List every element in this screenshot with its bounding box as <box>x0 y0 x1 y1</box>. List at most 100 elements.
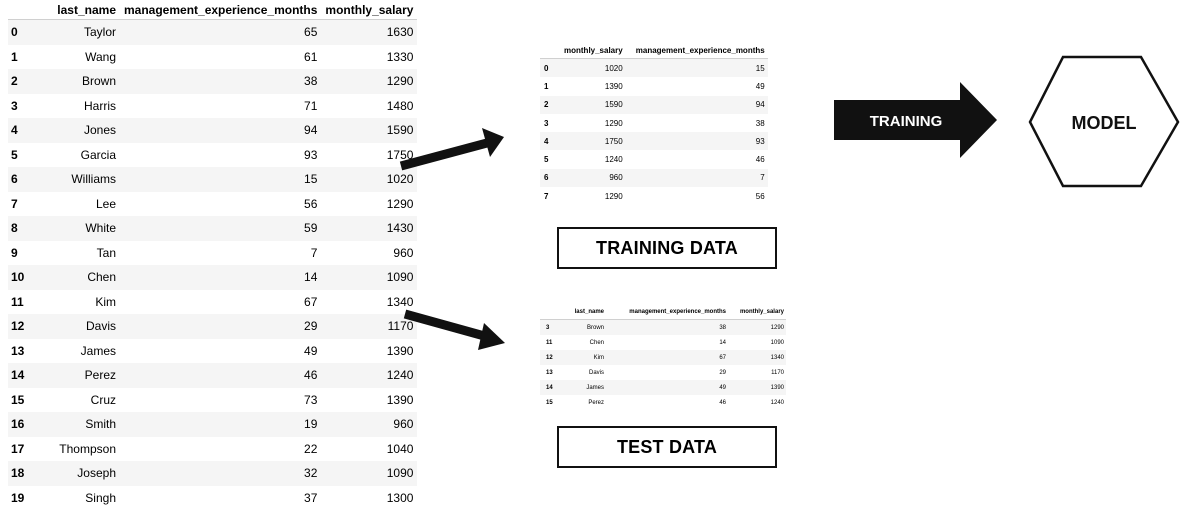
source-table-row: 18 Joseph 32 1090 <box>8 461 418 486</box>
source-table-row: 19 Singh 37 1300 <box>8 486 417 511</box>
source-table-index-cell: 8 <box>11 221 18 236</box>
source-table-cell: 7 <box>310 245 318 260</box>
source-table-index-cell: 15 <box>11 392 25 407</box>
source-table-cell: 1290 <box>386 196 414 211</box>
source-table-cell: Jones <box>83 123 116 138</box>
source-table-cell: 1020 <box>386 172 414 187</box>
source-table-row: 2 Brown 38 1290 <box>8 69 418 94</box>
training-table-cell: 1240 <box>604 155 623 165</box>
source-table-cell: 1340 <box>386 294 414 309</box>
training-table-index-cell: 1 <box>544 81 549 91</box>
test-table-cell: 1340 <box>770 354 784 361</box>
source-table-header-cell: monthly_salary <box>321 0 418 20</box>
source-table-index-cell: 18 <box>11 466 25 481</box>
source-table-index-cell: 10 <box>11 270 25 285</box>
training-table-cell: 56 <box>755 191 765 201</box>
source-table-cell: 37 <box>304 490 318 505</box>
source-table-cell: 46 <box>304 368 318 383</box>
test-table-row: 12 Kim 67 1340 <box>540 350 786 365</box>
test-table-header-cell: management_experience_months <box>606 305 728 320</box>
test-table-row: 15 Perez 46 1240 <box>540 395 786 410</box>
source-table-cell: 1590 <box>386 123 414 138</box>
source-table-row: 5 Garcia 93 1750 <box>8 143 417 168</box>
source-table-cell: Thompson <box>59 441 116 456</box>
training-table-cell: 7 <box>760 173 765 183</box>
source-table-cell: Singh <box>85 490 116 505</box>
source-table-cell: Wang <box>85 49 116 64</box>
test-table-cell: James <box>586 384 604 391</box>
test-data-label: TEST DATA <box>557 426 777 468</box>
test-table-header-cell: monthly_salary <box>728 305 786 320</box>
test-table-cell: 49 <box>719 384 726 391</box>
source-table-index-cell: 13 <box>11 343 25 358</box>
test-table-cell: 67 <box>719 354 726 361</box>
source-table-cell: 1240 <box>386 368 414 383</box>
training-table-cell: 1020 <box>604 63 623 73</box>
test-table-row: 14 James 49 1390 <box>540 380 786 395</box>
source-table-cell: Smith <box>85 417 116 432</box>
source-table-cell: 71 <box>304 98 318 113</box>
test-table-cell: 1170 <box>771 369 784 376</box>
test-table-cell: 1290 <box>770 324 784 331</box>
source-table-cell: 1090 <box>386 270 414 285</box>
source-table-index-cell: 1 <box>11 49 18 64</box>
source-table-cell: 93 <box>304 147 318 162</box>
test-table-index-cell: 15 <box>546 399 553 406</box>
training-table-row: 0 1020 15 <box>540 58 768 78</box>
training-table-cell: 94 <box>755 100 765 110</box>
source-table-cell: Kim <box>95 294 116 309</box>
source-table-index-cell: 4 <box>11 123 18 138</box>
source-table-cell: 1750 <box>386 147 414 162</box>
training-table-cell: 1290 <box>604 191 623 201</box>
test-table-header-cell: last_name <box>564 305 606 320</box>
training-table-row: 7 1290 56 <box>540 187 768 205</box>
source-table-cell: 32 <box>304 466 318 481</box>
training-table-row: 6 960 7 <box>540 168 768 188</box>
source-table-index-cell: 3 <box>11 98 18 113</box>
training-table-row: 1 1390 49 <box>540 77 768 95</box>
source-table-row: 17 Thompson 22 1040 <box>8 437 417 462</box>
source-table-index-cell: 14 <box>11 368 25 383</box>
source-table-cell: 61 <box>304 49 318 64</box>
source-table-cell: 22 <box>304 441 318 456</box>
training-table-header-cell: management_experience_months <box>625 42 768 59</box>
source-table-cell: 1390 <box>386 343 414 358</box>
source-table-cell: James <box>80 343 116 358</box>
source-table-cell: Lee <box>95 196 116 211</box>
test-table-index-cell: 13 <box>546 369 553 376</box>
source-table-row: 9 Tan 7 960 <box>8 241 417 266</box>
model-label: MODEL <box>1072 113 1137 133</box>
source-table-cell: 1090 <box>386 466 414 481</box>
training-table-header-cell: monthly_salary <box>561 42 626 59</box>
source-table-cell: Davis <box>85 319 116 334</box>
training-arrow-label: TRAINING <box>870 113 943 130</box>
source-table-cell: 29 <box>304 319 318 334</box>
training-table-row: 5 1240 46 <box>540 150 768 168</box>
training-table-cell: 1750 <box>604 136 623 146</box>
training-table-index-cell: 3 <box>544 118 549 128</box>
training-table-index-cell: 7 <box>544 191 549 201</box>
source-table-row: 12 Davis 29 1170 <box>8 314 418 339</box>
source-table-index-cell: 17 <box>11 441 25 456</box>
source-table-cell: 1170 <box>387 319 414 334</box>
source-table-cell: Cruz <box>90 392 116 407</box>
source-table-cell: Chen <box>87 270 116 285</box>
source-table-cell: 1430 <box>386 221 414 236</box>
source-table-row: 3 Harris 71 1480 <box>8 94 417 119</box>
source-table-header-cell: management_experience_months <box>120 0 322 20</box>
test-table-cell: Kim <box>593 354 604 361</box>
training-table-cell: 93 <box>755 136 765 146</box>
training-table-cell: 15 <box>755 63 765 73</box>
test-table-index-cell: 11 <box>546 339 553 346</box>
training-table-cell: 38 <box>755 118 765 128</box>
test-table-cell: 1090 <box>770 339 784 346</box>
test-data-table: last_name management_experience_months mon… <box>540 305 786 410</box>
source-table-cell: 94 <box>304 123 318 138</box>
training-table-cell: 1290 <box>604 118 623 128</box>
source-table-cell: 960 <box>393 417 414 432</box>
test-table-row: 3 Brown 38 1290 <box>540 319 786 335</box>
source-table-cell: 19 <box>304 417 318 432</box>
source-table-row: 7 Lee 56 1290 <box>8 192 417 217</box>
test-table-cell: 14 <box>719 339 726 346</box>
test-table-cell: Brown <box>586 324 604 331</box>
